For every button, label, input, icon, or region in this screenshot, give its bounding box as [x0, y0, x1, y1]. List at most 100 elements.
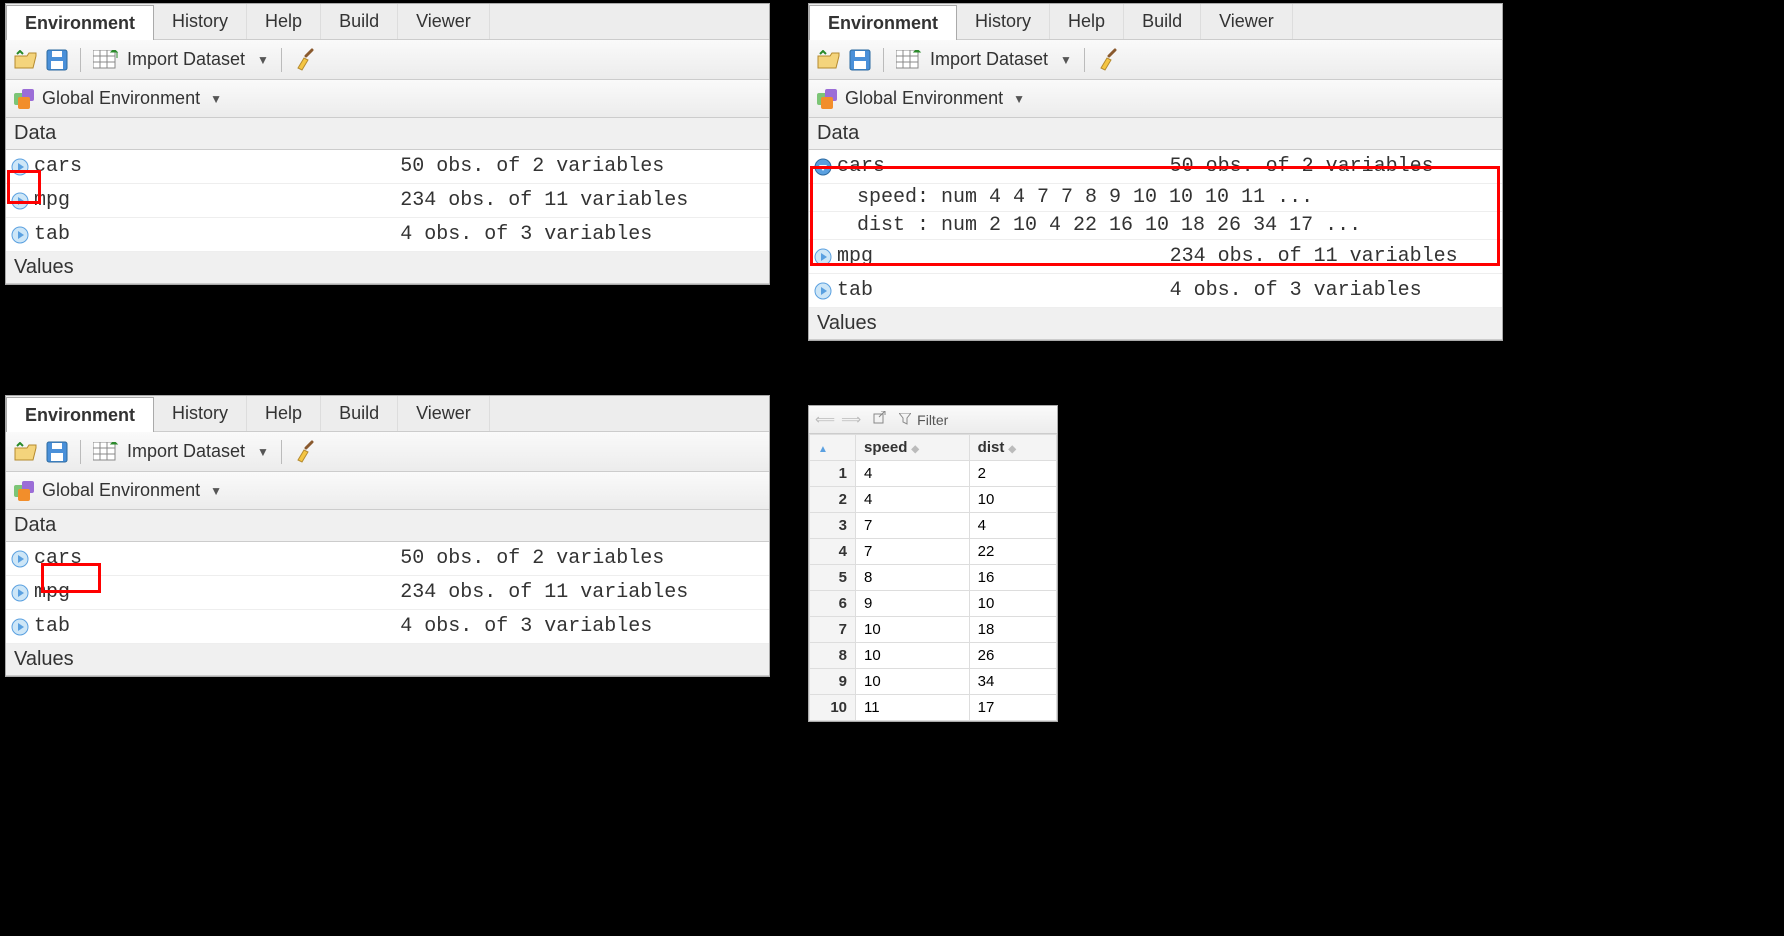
cell-dist: 2: [969, 461, 1056, 487]
tab-viewer[interactable]: Viewer: [1201, 4, 1293, 39]
cell-dist: 10: [969, 591, 1056, 617]
data-item-mpg[interactable]: mpg 234 obs. of 11 variables: [809, 240, 1502, 274]
cell-rownum: 1: [810, 461, 856, 487]
filter-icon[interactable]: [899, 412, 911, 428]
table-row[interactable]: 374: [810, 513, 1057, 539]
viewer-toolbar: ⟸ ⟹ Filter: [809, 406, 1057, 434]
cell-dist: 34: [969, 669, 1056, 695]
col-speed[interactable]: speed◆: [856, 435, 970, 461]
save-icon[interactable]: [849, 49, 871, 71]
table-row[interactable]: 2410: [810, 487, 1057, 513]
chevron-down-icon[interactable]: ▼: [1060, 53, 1072, 67]
save-icon[interactable]: [46, 49, 68, 71]
tab-build[interactable]: Build: [321, 4, 398, 39]
chevron-down-icon[interactable]: ▼: [210, 484, 222, 498]
cell-speed: 10: [856, 643, 970, 669]
expand-icon[interactable]: [809, 248, 837, 266]
collapse-icon[interactable]: [809, 158, 837, 176]
cell-rownum: 10: [810, 695, 856, 721]
save-icon[interactable]: [46, 441, 68, 463]
cell-speed: 10: [856, 669, 970, 695]
item-desc: 4 obs. of 3 variables: [400, 223, 769, 246]
item-desc: 50 obs. of 2 variables: [1170, 155, 1502, 178]
data-item-tab[interactable]: tab 4 obs. of 3 variables: [6, 218, 769, 252]
item-name: tab: [837, 279, 1170, 302]
tab-viewer[interactable]: Viewer: [398, 396, 490, 431]
import-grid-icon[interactable]: [93, 442, 119, 462]
scope-label[interactable]: Global Environment: [42, 88, 200, 109]
table-row[interactable]: 71018: [810, 617, 1057, 643]
environment-icon: [14, 89, 36, 109]
table-row[interactable]: 91034: [810, 669, 1057, 695]
data-item-mpg[interactable]: mpg 234 obs. of 11 variables: [6, 184, 769, 218]
item-name: mpg: [34, 189, 400, 212]
filter-label[interactable]: Filter: [917, 412, 948, 428]
item-desc: 50 obs. of 2 variables: [400, 547, 769, 570]
tab-build[interactable]: Build: [1124, 4, 1201, 39]
tab-help[interactable]: Help: [247, 396, 321, 431]
section-values: Values: [809, 308, 1502, 340]
tab-build[interactable]: Build: [321, 396, 398, 431]
expand-icon[interactable]: [6, 226, 34, 244]
open-icon[interactable]: [14, 442, 38, 462]
cell-dist: 17: [969, 695, 1056, 721]
chevron-down-icon[interactable]: ▼: [1013, 92, 1025, 106]
item-desc: 4 obs. of 3 variables: [400, 615, 769, 638]
col-rownum[interactable]: ▲: [810, 435, 856, 461]
data-item-cars[interactable]: cars 50 obs. of 2 variables: [809, 150, 1502, 184]
scope-label[interactable]: Global Environment: [42, 480, 200, 501]
expand-icon[interactable]: [6, 192, 34, 210]
separator: [80, 48, 81, 72]
popout-icon[interactable]: [873, 411, 887, 428]
import-dataset-button[interactable]: Import Dataset: [127, 49, 245, 70]
expand-icon[interactable]: [6, 618, 34, 636]
tab-history[interactable]: History: [154, 4, 247, 39]
separator: [1084, 48, 1085, 72]
cell-rownum: 3: [810, 513, 856, 539]
table-row[interactable]: 101117: [810, 695, 1057, 721]
tab-history[interactable]: History: [154, 396, 247, 431]
data-item-cars[interactable]: cars 50 obs. of 2 variables: [6, 150, 769, 184]
item-name: cars: [34, 547, 400, 570]
clear-icon[interactable]: [1097, 48, 1121, 72]
clear-icon[interactable]: [294, 48, 318, 72]
tab-environment[interactable]: Environment: [6, 5, 154, 40]
item-name: cars: [837, 155, 1170, 178]
forward-icon[interactable]: ⟹: [841, 411, 861, 428]
open-icon[interactable]: [817, 50, 841, 70]
import-grid-icon[interactable]: [93, 50, 119, 70]
table-row[interactable]: 4722: [810, 539, 1057, 565]
table-row[interactable]: 6910: [810, 591, 1057, 617]
col-dist[interactable]: dist◆: [969, 435, 1056, 461]
tab-environment[interactable]: Environment: [809, 5, 957, 40]
item-name: tab: [34, 223, 400, 246]
scope-label[interactable]: Global Environment: [845, 88, 1003, 109]
clear-icon[interactable]: [294, 440, 318, 464]
cell-speed: 7: [856, 513, 970, 539]
data-item-mpg[interactable]: mpg 234 obs. of 11 variables: [6, 576, 769, 610]
import-dataset-button[interactable]: Import Dataset: [127, 441, 245, 462]
tab-help[interactable]: Help: [1050, 4, 1124, 39]
data-item-tab[interactable]: tab 4 obs. of 3 variables: [809, 274, 1502, 308]
back-icon[interactable]: ⟸: [815, 411, 835, 428]
chevron-down-icon[interactable]: ▼: [210, 92, 222, 106]
tab-help[interactable]: Help: [247, 4, 321, 39]
data-item-cars[interactable]: cars 50 obs. of 2 variables: [6, 542, 769, 576]
chevron-down-icon[interactable]: ▼: [257, 53, 269, 67]
open-icon[interactable]: [14, 50, 38, 70]
chevron-down-icon[interactable]: ▼: [257, 445, 269, 459]
table-row[interactable]: 5816: [810, 565, 1057, 591]
table-row[interactable]: 81026: [810, 643, 1057, 669]
tab-viewer[interactable]: Viewer: [398, 4, 490, 39]
import-dataset-button[interactable]: Import Dataset: [930, 49, 1048, 70]
expand-icon[interactable]: [809, 282, 837, 300]
cell-speed: 4: [856, 487, 970, 513]
tab-environment[interactable]: Environment: [6, 397, 154, 432]
expand-icon[interactable]: [6, 550, 34, 568]
data-item-tab[interactable]: tab 4 obs. of 3 variables: [6, 610, 769, 644]
expand-icon[interactable]: [6, 584, 34, 602]
table-row[interactable]: 142: [810, 461, 1057, 487]
expand-icon[interactable]: [6, 158, 34, 176]
tab-history[interactable]: History: [957, 4, 1050, 39]
import-grid-icon[interactable]: [896, 50, 922, 70]
